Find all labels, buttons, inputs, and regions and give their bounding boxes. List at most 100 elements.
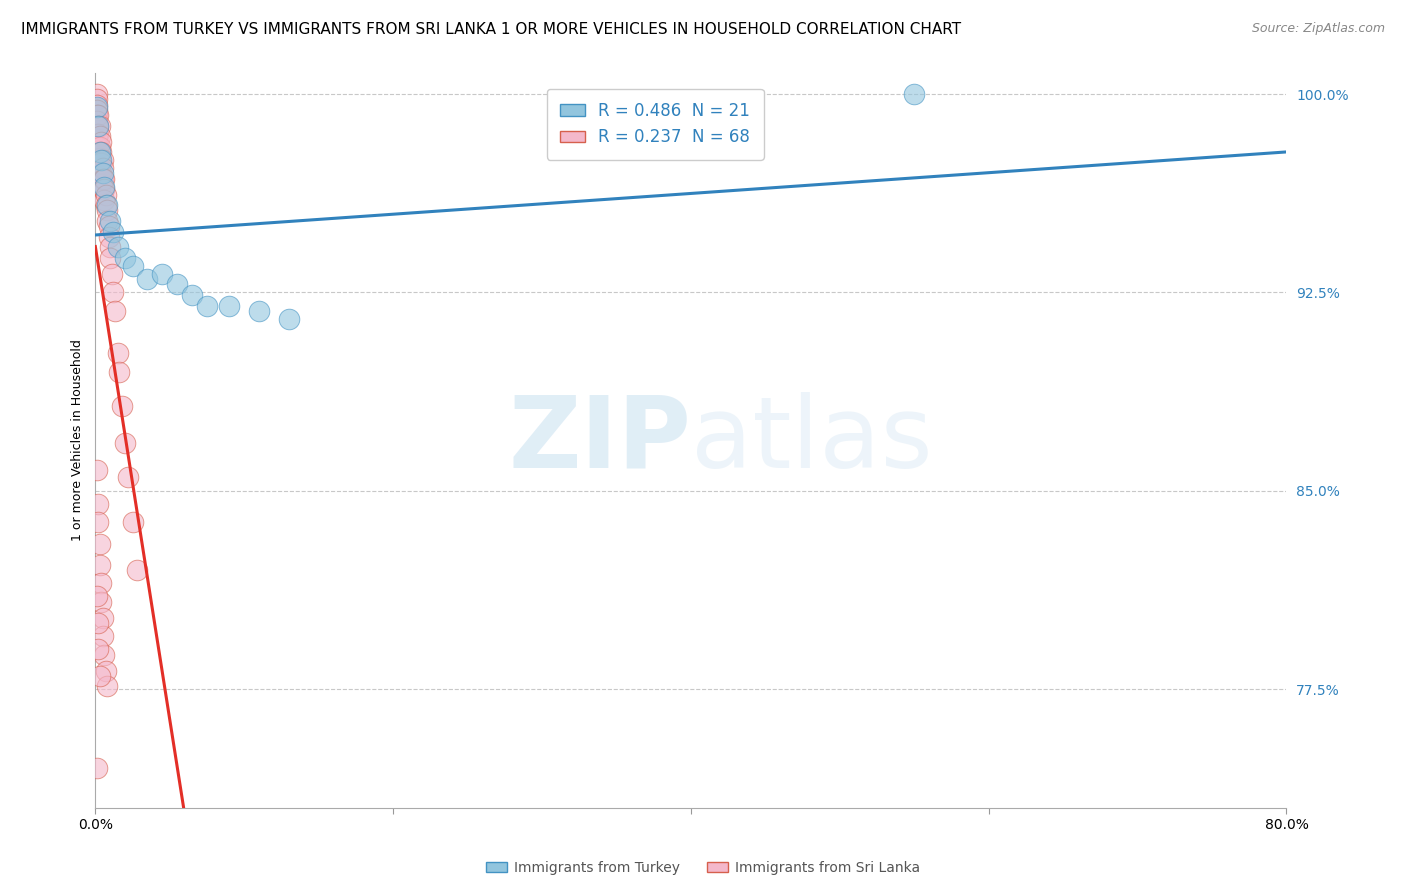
Point <box>86 119 108 133</box>
Point <box>89 151 111 165</box>
Point <box>89 161 111 176</box>
Point <box>247 304 270 318</box>
Point <box>107 346 129 360</box>
Point <box>150 267 173 281</box>
Legend: R = 0.486  N = 21, R = 0.237  N = 68: R = 0.486 N = 21, R = 0.237 N = 68 <box>547 88 763 160</box>
Text: ZIP: ZIP <box>508 392 690 489</box>
Point <box>96 679 118 693</box>
Point <box>181 288 204 302</box>
Point <box>121 259 143 273</box>
Point <box>89 179 111 194</box>
Point <box>89 140 111 154</box>
Point <box>94 664 117 678</box>
Point <box>98 251 121 265</box>
Point <box>89 536 111 550</box>
Point <box>86 153 108 168</box>
Point <box>91 161 114 176</box>
Point <box>903 87 925 102</box>
Point <box>87 171 110 186</box>
Point <box>91 153 114 168</box>
Point <box>121 516 143 530</box>
Point <box>114 436 136 450</box>
Text: Source: ZipAtlas.com: Source: ZipAtlas.com <box>1251 22 1385 36</box>
Point <box>96 198 118 212</box>
Point <box>104 304 127 318</box>
Point <box>87 615 110 630</box>
Point <box>90 576 112 591</box>
Point <box>87 516 110 530</box>
Point <box>166 277 188 292</box>
Point <box>86 145 108 160</box>
Point <box>87 642 110 657</box>
Point <box>108 365 131 379</box>
Point <box>86 127 108 141</box>
Point <box>86 103 108 117</box>
Point <box>100 267 122 281</box>
Point <box>89 558 111 572</box>
Point <box>89 119 111 133</box>
Point <box>89 171 111 186</box>
Point <box>125 563 148 577</box>
Point <box>86 462 108 476</box>
Point <box>218 299 240 313</box>
Point <box>86 761 108 775</box>
Point <box>87 108 110 122</box>
Point <box>90 595 112 609</box>
Point <box>89 669 111 683</box>
Point <box>91 182 114 196</box>
Point <box>91 610 114 624</box>
Point <box>94 198 117 212</box>
Point <box>87 497 110 511</box>
Point <box>91 629 114 643</box>
Point <box>103 225 125 239</box>
Point <box>93 182 115 196</box>
Point <box>111 399 134 413</box>
Text: IMMIGRANTS FROM TURKEY VS IMMIGRANTS FROM SRI LANKA 1 OR MORE VEHICLES IN HOUSEH: IMMIGRANTS FROM TURKEY VS IMMIGRANTS FRO… <box>21 22 962 37</box>
Point <box>86 132 108 146</box>
Point <box>90 135 112 149</box>
Point <box>114 251 136 265</box>
Point <box>93 171 115 186</box>
Point <box>86 113 108 128</box>
Point <box>98 214 121 228</box>
Point <box>86 92 108 106</box>
Point <box>86 590 108 604</box>
Point <box>87 151 110 165</box>
Point <box>103 285 125 300</box>
Point <box>87 161 110 176</box>
Point <box>86 100 108 114</box>
Point <box>93 193 115 207</box>
Y-axis label: 1 or more Vehicles in Household: 1 or more Vehicles in Household <box>72 340 84 541</box>
Point <box>97 219 120 234</box>
Point <box>86 108 108 122</box>
Point <box>91 166 114 180</box>
Point <box>96 214 118 228</box>
Point <box>86 87 108 102</box>
Point <box>87 127 110 141</box>
Point <box>86 140 108 154</box>
Point <box>90 166 112 180</box>
Point <box>277 311 299 326</box>
Point <box>93 179 115 194</box>
Point <box>96 203 118 218</box>
Point <box>90 145 112 160</box>
Point <box>97 230 120 244</box>
Point <box>94 187 117 202</box>
Point <box>90 153 112 168</box>
Point <box>90 177 112 191</box>
Text: atlas: atlas <box>690 392 932 489</box>
Point <box>87 140 110 154</box>
Point <box>195 299 218 313</box>
Point <box>117 470 139 484</box>
Point <box>98 240 121 254</box>
Point <box>91 171 114 186</box>
Point <box>93 648 115 662</box>
Point <box>87 119 110 133</box>
Point <box>136 272 159 286</box>
Point <box>87 119 110 133</box>
Point <box>90 156 112 170</box>
Point <box>107 240 129 254</box>
Point <box>86 97 108 112</box>
Legend: Immigrants from Turkey, Immigrants from Sri Lanka: Immigrants from Turkey, Immigrants from … <box>481 855 925 880</box>
Point <box>89 129 111 144</box>
